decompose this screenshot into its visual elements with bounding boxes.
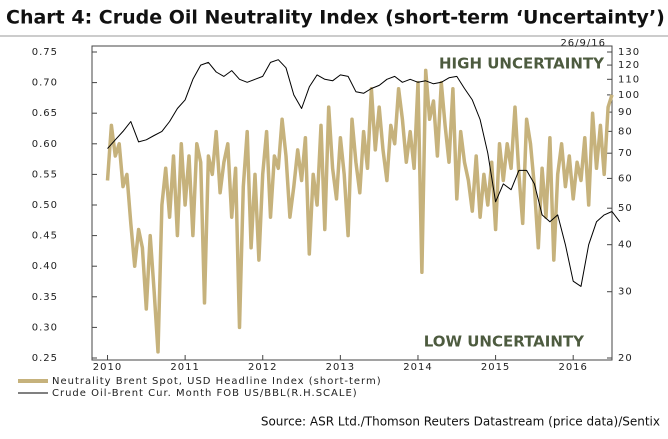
x-tick-label: 2012 <box>248 362 277 373</box>
chart-title: Chart 4: Crude Oil Neutrality Index (sho… <box>6 7 665 29</box>
y2-tick-label: 50 <box>618 203 633 214</box>
y-tick-label: 0.55 <box>32 169 58 180</box>
y-tick-label: 0.60 <box>32 139 58 150</box>
y2-tick-label: 130 <box>618 47 640 58</box>
y-tick-label: 0.70 <box>32 78 58 89</box>
x-tick-label: 2016 <box>558 362 587 373</box>
y-tick-label: 0.35 <box>32 292 58 303</box>
y-tick-label: 0.25 <box>32 353 58 364</box>
x-tick-label: 2013 <box>326 362 355 373</box>
y-tick-label: 0.50 <box>32 200 58 211</box>
y2-tick-label: 40 <box>618 240 633 251</box>
y2-tick-label: 70 <box>618 148 633 159</box>
y2-tick-label: 60 <box>618 173 633 184</box>
y2-tick-label: 120 <box>618 60 640 71</box>
annotation: LOW UNCERTAINTY <box>424 333 585 351</box>
plot-frame <box>91 45 613 361</box>
x-tick-label: 2011 <box>170 362 199 373</box>
date-label: 26/9/16 <box>560 38 606 49</box>
y-tick-label: 0.30 <box>32 322 58 333</box>
y2-tick-label: 110 <box>618 74 640 85</box>
x-tick-label: 2015 <box>481 362 510 373</box>
annotation: HIGH UNCERTAINTY <box>439 55 605 73</box>
y-tick-label: 0.65 <box>32 108 58 119</box>
y2-tick-label: 20 <box>618 353 633 364</box>
legend-label: Neutrality Brent Spot, USD Headline Inde… <box>52 376 382 387</box>
y-tick-label: 0.40 <box>32 261 58 272</box>
series-line <box>107 59 621 287</box>
y2-tick-label: 80 <box>618 126 633 137</box>
y2-tick-label: 90 <box>618 107 633 118</box>
source-note: Source: ASR Ltd./Thomson Reuters Datastr… <box>261 415 660 429</box>
y-tick-label: 0.75 <box>32 47 58 58</box>
y2-tick-label: 100 <box>618 90 640 101</box>
y-tick-label: 0.45 <box>32 231 58 242</box>
series-line <box>105 68 614 354</box>
x-tick-label: 2014 <box>403 362 432 373</box>
legend-label: Crude Oil-Brent Cur. Month FOB US/BBL(R.… <box>52 388 358 399</box>
x-tick-label: 2010 <box>93 362 122 373</box>
y2-tick-label: 30 <box>618 287 633 298</box>
